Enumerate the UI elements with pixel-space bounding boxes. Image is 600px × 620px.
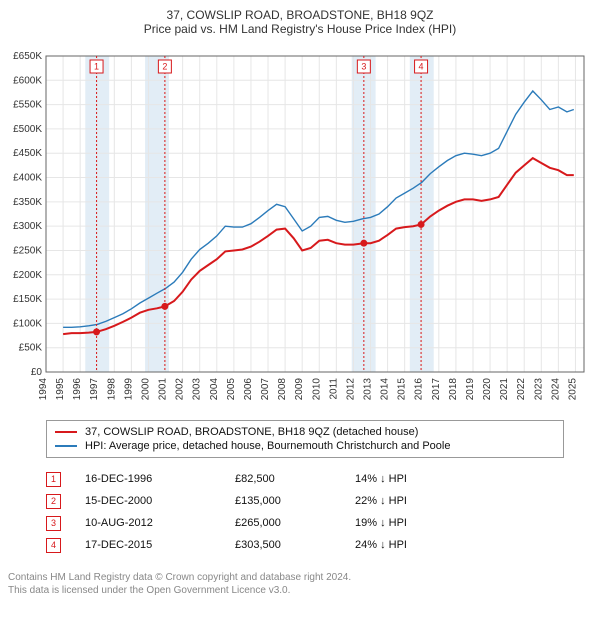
x-tick-label: 2006 [243,378,254,401]
y-tick-label: £50K [19,343,43,354]
y-tick-label: £350K [13,197,42,208]
x-tick-label: 2023 [533,378,544,401]
tx-price: £303,500 [235,539,355,551]
x-tick-label: 2010 [311,378,322,401]
table-row: 2 15-DEC-2000£135,00022% ↓ HPI [46,490,600,512]
tx-marker: 3 [46,516,61,531]
x-tick-label: 2008 [277,378,288,401]
y-tick-label: £600K [13,75,42,86]
legend-swatch [55,431,77,433]
x-tick-label: 2017 [431,378,442,401]
tx-date: 17-DEC-2015 [85,539,235,551]
x-tick-label: 2022 [516,378,527,401]
marker-dot [360,240,367,247]
tx-date: 15-DEC-2000 [85,495,235,507]
legend-label: HPI: Average price, detached house, Bour… [85,440,450,452]
series-red [63,158,574,334]
chart-title-address: 37, COWSLIP ROAD, BROADSTONE, BH18 9QZ [0,8,600,22]
x-tick-label: 1999 [123,378,134,401]
plot-border [46,56,584,372]
x-tick-label: 1997 [89,378,100,401]
tx-price: £135,000 [235,495,355,507]
y-tick-label: £450K [13,148,42,159]
y-tick-label: £400K [13,173,42,184]
x-tick-label: 1998 [106,378,117,401]
y-tick-label: £150K [13,294,42,305]
x-tick-label: 2020 [482,378,493,401]
x-tick-label: 2011 [328,378,339,400]
x-tick-label: 2016 [414,378,425,401]
x-tick-label: 2004 [209,378,220,401]
legend: 37, COWSLIP ROAD, BROADSTONE, BH18 9QZ (… [46,420,564,458]
y-tick-label: £550K [13,100,42,111]
tx-marker: 2 [46,494,61,509]
tx-date: 10-AUG-2012 [85,517,235,529]
y-tick-label: £250K [13,245,42,256]
series-blue [63,91,574,327]
x-tick-label: 2021 [499,378,510,401]
tx-hpi: 24% ↓ HPI [355,539,407,551]
marker-number: 3 [361,62,366,72]
tx-marker: 4 [46,538,61,553]
y-tick-label: £0 [31,367,43,378]
x-tick-label: 2003 [192,378,203,401]
y-tick-label: £650K [13,51,42,62]
legend-swatch [55,445,77,447]
x-tick-label: 2019 [465,378,476,401]
legend-row: 37, COWSLIP ROAD, BROADSTONE, BH18 9QZ (… [55,425,555,439]
x-tick-label: 1996 [72,378,83,401]
x-tick-label: 2024 [550,378,561,401]
marker-dot [161,303,168,310]
x-tick-label: 2025 [567,378,578,401]
price-chart: £0 £50K £100K £150K £200K £250K £300K £350K £400… [0,42,590,412]
marker-number: 4 [419,62,424,72]
marker-dot [418,221,425,228]
footer-line2: This data is licensed under the Open Gov… [8,585,600,598]
tx-price: £265,000 [235,517,355,529]
x-tick-label: 2005 [226,378,237,401]
table-row: 1 16-DEC-1996£82,50014% ↓ HPI [46,468,600,490]
x-tick-label: 2009 [294,378,305,401]
tx-hpi: 19% ↓ HPI [355,517,407,529]
y-tick-label: £500K [13,124,42,135]
x-tick-label: 1994 [38,378,49,401]
y-tick-label: £300K [13,221,42,232]
data-attribution: Contains HM Land Registry data © Crown c… [8,572,600,597]
marker-dot [93,328,100,335]
tx-price: £82,500 [235,473,355,485]
table-row: 3 10-AUG-2012£265,00019% ↓ HPI [46,512,600,534]
footer-line1: Contains HM Land Registry data © Crown c… [8,572,600,585]
y-tick-label: £100K [13,318,42,329]
x-tick-label: 2015 [397,378,408,401]
chart-title-desc: Price paid vs. HM Land Registry's House … [0,22,600,36]
tx-hpi: 22% ↓ HPI [355,495,407,507]
table-row: 4 17-DEC-2015£303,50024% ↓ HPI [46,534,600,556]
x-tick-label: 2007 [260,378,271,401]
x-tick-label: 2000 [140,378,151,401]
x-tick-label: 2002 [175,378,186,401]
x-tick-label: 2013 [363,378,374,401]
x-tick-label: 2001 [158,378,169,401]
marker-number: 2 [162,62,167,72]
x-tick-label: 1995 [55,378,66,401]
x-tick-label: 2014 [380,378,391,401]
tx-date: 16-DEC-1996 [85,473,235,485]
y-tick-label: £200K [13,270,42,281]
tx-marker: 1 [46,472,61,487]
legend-label: 37, COWSLIP ROAD, BROADSTONE, BH18 9QZ (… [85,426,418,438]
x-tick-label: 2012 [345,378,356,401]
tx-hpi: 14% ↓ HPI [355,473,407,485]
marker-number: 1 [94,62,99,72]
transactions-table: 1 16-DEC-1996£82,50014% ↓ HPI 2 15-DEC-2000… [46,468,600,556]
legend-row: HPI: Average price, detached house, Bour… [55,439,555,453]
x-tick-label: 2018 [448,378,459,401]
